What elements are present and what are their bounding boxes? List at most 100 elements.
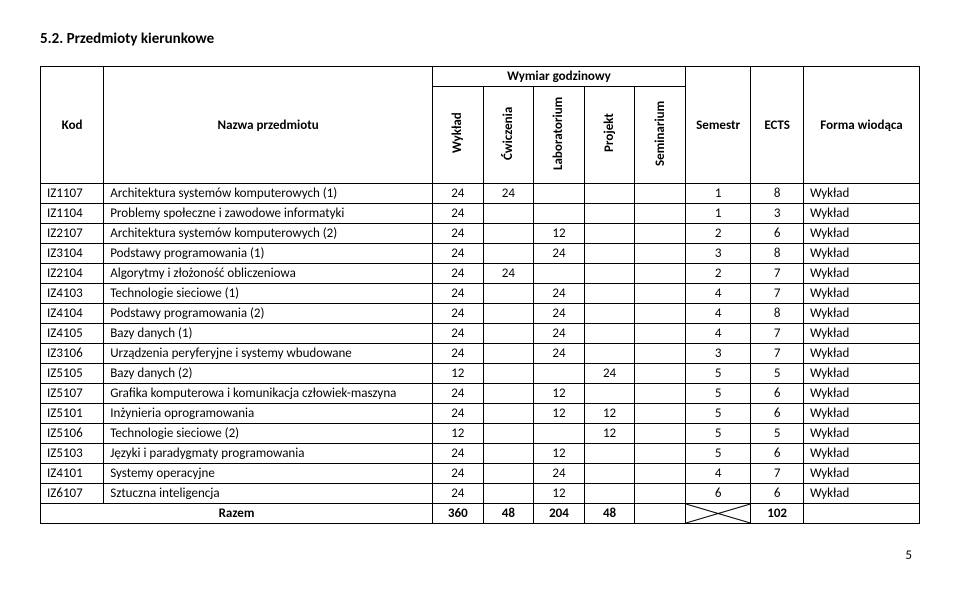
cell-ects: 8 bbox=[751, 244, 804, 264]
cell-nazwa: Algorytmy i złożoność obliczeniowa bbox=[104, 264, 433, 284]
cell-dim bbox=[483, 224, 534, 244]
cell-kod: IZ3106 bbox=[41, 344, 104, 364]
cell-kod: IZ5101 bbox=[41, 404, 104, 424]
th-dim-cwiczenia: Ćwiczenia bbox=[483, 87, 534, 184]
cell-kod: IZ5106 bbox=[41, 424, 104, 444]
cell-dim bbox=[584, 184, 635, 204]
cell-dim bbox=[635, 424, 686, 444]
th-nazwa: Nazwa przedmiotu bbox=[104, 67, 433, 184]
cell-sem: 4 bbox=[685, 324, 750, 344]
cell-kod: IZ5105 bbox=[41, 364, 104, 384]
cell-dim bbox=[635, 344, 686, 364]
cell-nazwa: Bazy danych (2) bbox=[104, 364, 433, 384]
cell-sem: 4 bbox=[685, 284, 750, 304]
cell-forma: Wykład bbox=[803, 364, 919, 384]
cell-forma: Wykład bbox=[803, 244, 919, 264]
cell-ects: 7 bbox=[751, 324, 804, 344]
cell-dim bbox=[635, 444, 686, 464]
cell-ects: 8 bbox=[751, 184, 804, 204]
cell-sem: 2 bbox=[685, 264, 750, 284]
cell-dim: 24 bbox=[433, 184, 484, 204]
cell-dim: 24 bbox=[483, 264, 534, 284]
cell-sem: 6 bbox=[685, 484, 750, 504]
cell-dim bbox=[483, 464, 534, 484]
cell-forma: Wykład bbox=[803, 184, 919, 204]
subjects-table: Kod Nazwa przedmiotu Wymiar godzinowy Se… bbox=[40, 66, 920, 524]
cell-dim bbox=[584, 344, 635, 364]
table-row: IZ4105Bazy danych (1)242447Wykład bbox=[41, 324, 920, 344]
th-semestr: Semestr bbox=[685, 67, 750, 184]
cell-sem: 3 bbox=[685, 344, 750, 364]
cell-dim bbox=[584, 244, 635, 264]
table-row: IZ3106Urządzenia peryferyjne i systemy w… bbox=[41, 344, 920, 364]
cell-dim: 24 bbox=[483, 184, 534, 204]
cell-sem: 1 bbox=[685, 204, 750, 224]
totals-dim: 360 bbox=[433, 504, 484, 524]
cell-dim bbox=[584, 444, 635, 464]
cell-sem: 4 bbox=[685, 464, 750, 484]
totals-row: Razem3604820448102 bbox=[41, 504, 920, 524]
th-kod: Kod bbox=[41, 67, 104, 184]
totals-dim: 48 bbox=[584, 504, 635, 524]
cell-dim: 12 bbox=[584, 424, 635, 444]
cell-dim: 12 bbox=[534, 384, 585, 404]
cell-nazwa: Podstawy programowania (2) bbox=[104, 304, 433, 324]
cell-sem: 5 bbox=[685, 364, 750, 384]
cell-dim bbox=[483, 304, 534, 324]
cell-dim: 24 bbox=[433, 264, 484, 284]
cell-nazwa: Podstawy programowania (1) bbox=[104, 244, 433, 264]
cell-dim bbox=[584, 204, 635, 224]
th-ects: ECTS bbox=[751, 67, 804, 184]
table-row: IZ2104Algorytmy i złożoność obliczeniowa… bbox=[41, 264, 920, 284]
cell-dim bbox=[584, 304, 635, 324]
table-row: IZ5103Języki i paradygmaty programowania… bbox=[41, 444, 920, 464]
th-dim-wyklad: Wykład bbox=[433, 87, 484, 184]
cell-kod: IZ2104 bbox=[41, 264, 104, 284]
cell-dim bbox=[635, 204, 686, 224]
cell-kod: IZ4104 bbox=[41, 304, 104, 324]
cell-dim bbox=[584, 464, 635, 484]
totals-dim: 48 bbox=[483, 504, 534, 524]
cell-sem: 1 bbox=[685, 184, 750, 204]
cell-dim: 12 bbox=[534, 404, 585, 424]
cell-dim: 12 bbox=[584, 404, 635, 424]
table-row: IZ5101Inżynieria oprogramowania24121256W… bbox=[41, 404, 920, 424]
cell-dim: 24 bbox=[433, 404, 484, 424]
cell-dim bbox=[483, 344, 534, 364]
cell-dim bbox=[483, 244, 534, 264]
cell-ects: 6 bbox=[751, 384, 804, 404]
table-row: IZ5106Technologie sieciowe (2)121255Wykł… bbox=[41, 424, 920, 444]
cell-forma: Wykład bbox=[803, 404, 919, 424]
table-row: IZ4104Podstawy programowania (2)242448Wy… bbox=[41, 304, 920, 324]
cell-forma: Wykład bbox=[803, 464, 919, 484]
cell-dim: 24 bbox=[433, 484, 484, 504]
table-row: IZ6107Sztuczna inteligencja241266Wykład bbox=[41, 484, 920, 504]
cell-kod: IZ6107 bbox=[41, 484, 104, 504]
cell-nazwa: Technologie sieciowe (1) bbox=[104, 284, 433, 304]
cell-ects: 8 bbox=[751, 304, 804, 324]
table-row: IZ4103Technologie sieciowe (1)242447Wykł… bbox=[41, 284, 920, 304]
cell-sem: 4 bbox=[685, 304, 750, 324]
cell-dim: 24 bbox=[433, 244, 484, 264]
cell-dim bbox=[635, 464, 686, 484]
cell-dim bbox=[534, 204, 585, 224]
cell-forma: Wykład bbox=[803, 384, 919, 404]
table-row: IZ4101Systemy operacyjne242447Wykład bbox=[41, 464, 920, 484]
cell-dim bbox=[483, 444, 534, 464]
cell-sem: 3 bbox=[685, 244, 750, 264]
cell-dim: 24 bbox=[433, 204, 484, 224]
cell-nazwa: Architektura systemów komputerowych (2) bbox=[104, 224, 433, 244]
cell-dim: 12 bbox=[534, 224, 585, 244]
cell-nazwa: Systemy operacyjne bbox=[104, 464, 433, 484]
cell-dim bbox=[483, 384, 534, 404]
cell-dim: 24 bbox=[433, 324, 484, 344]
cell-dim bbox=[635, 324, 686, 344]
cell-dim bbox=[483, 284, 534, 304]
cell-dim: 24 bbox=[534, 344, 585, 364]
cell-dim bbox=[584, 284, 635, 304]
cell-nazwa: Bazy danych (1) bbox=[104, 324, 433, 344]
cell-ects: 6 bbox=[751, 404, 804, 424]
cell-forma: Wykład bbox=[803, 424, 919, 444]
table-row: IZ5105Bazy danych (2)122455Wykład bbox=[41, 364, 920, 384]
totals-label: Razem bbox=[41, 504, 433, 524]
